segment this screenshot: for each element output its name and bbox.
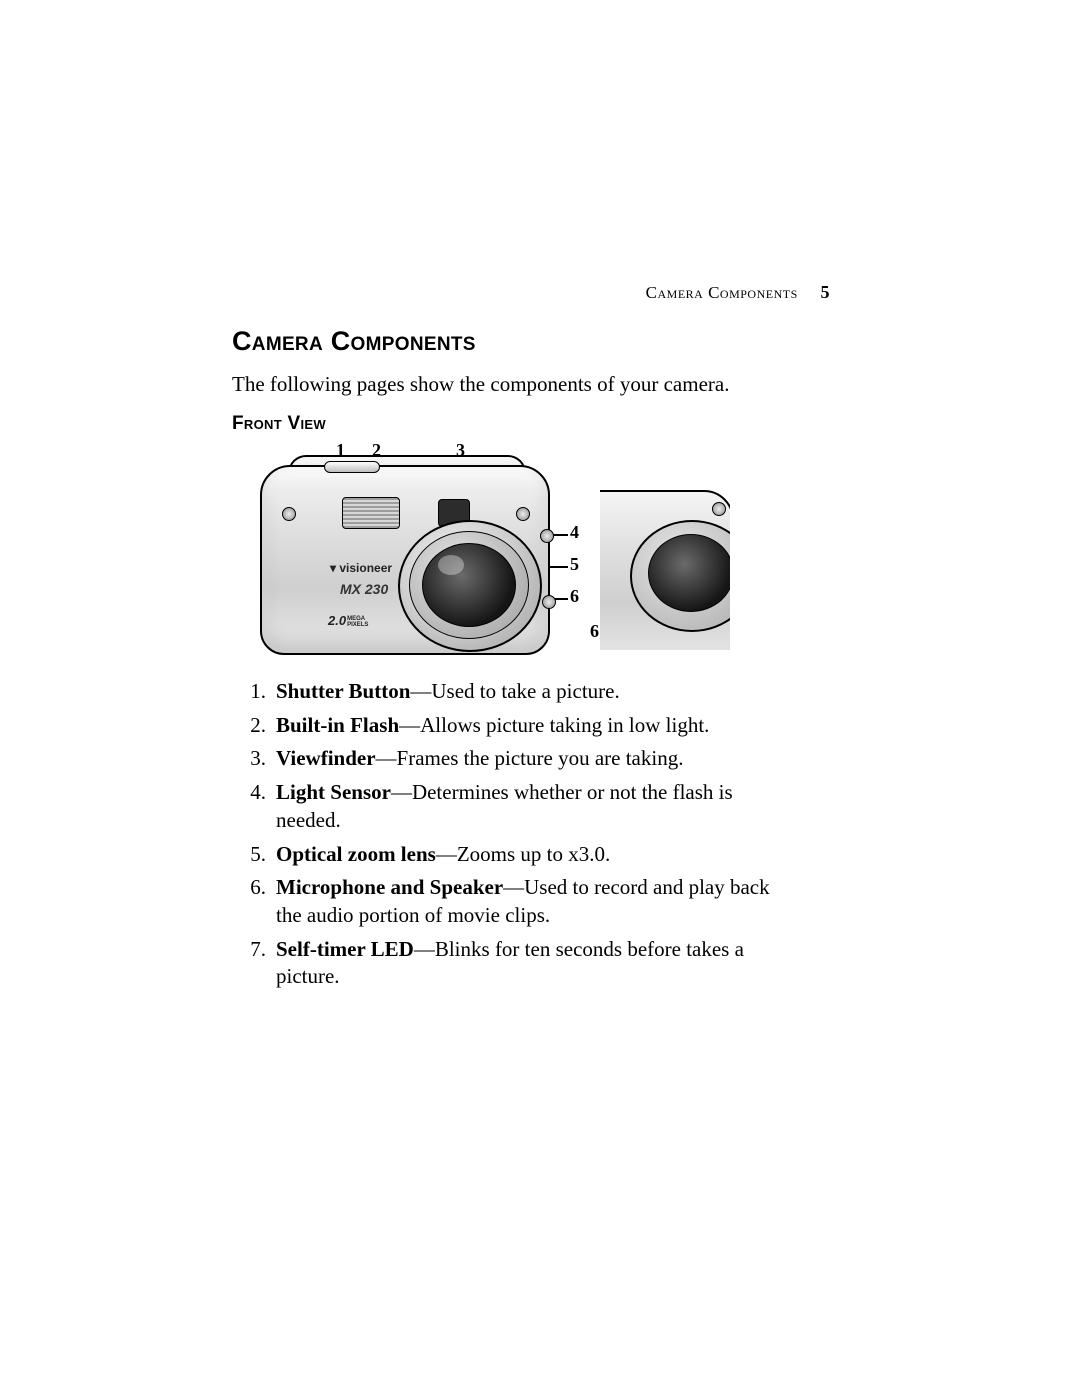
camera-brand-text: ▾ visioneer xyxy=(330,561,392,575)
partial-light-sensor xyxy=(712,502,726,516)
running-header: Camera Components 5 xyxy=(646,282,830,303)
list-item: 3. Viewfinder—Frames the picture you are… xyxy=(232,745,792,773)
list-body: Shutter Button—Used to take a picture. xyxy=(276,678,792,706)
callout-6b-label: 6 xyxy=(590,621,599,642)
list-number: 6. xyxy=(232,874,276,929)
camera-model-text: MX 230 xyxy=(340,581,388,597)
strap-lug-left xyxy=(282,507,296,521)
list-desc: —Frames the picture you are taking. xyxy=(376,746,684,770)
camera-partial-illustration xyxy=(600,490,730,650)
list-number: 5. xyxy=(232,841,276,869)
camera-megapixels-text: 2.0MEGAPIXELS xyxy=(328,613,368,628)
document-page: Camera Components 5 Camera Components Th… xyxy=(0,0,1080,1397)
list-number: 7. xyxy=(232,936,276,991)
list-body: Microphone and Speaker—Used to record an… xyxy=(276,874,792,929)
list-number: 3. xyxy=(232,745,276,773)
list-term: Optical zoom lens xyxy=(276,842,436,866)
callout-4-label: 4 xyxy=(570,522,579,543)
section-heading: Camera Components xyxy=(232,326,476,357)
list-term: Microphone and Speaker xyxy=(276,875,503,899)
microphone-shape xyxy=(542,595,556,609)
callout-6-label: 6 xyxy=(570,586,579,607)
camera-illustration: ▾ visioneer MX 230 2.0MEGAPIXELS xyxy=(260,465,550,655)
list-number: 1. xyxy=(232,678,276,706)
list-term: Viewfinder xyxy=(276,746,376,770)
list-body: Viewfinder—Frames the picture you are ta… xyxy=(276,745,792,773)
callout-5-label: 5 xyxy=(570,554,579,575)
flash-shape xyxy=(342,497,400,529)
list-body: Self-timer LED—Blinks for ten seconds be… xyxy=(276,936,792,991)
lens-reflection xyxy=(438,555,464,575)
list-item: 5. Optical zoom lens—Zooms up to x3.0. xyxy=(232,841,792,869)
camera-figure: 1 2 3 4 5 6 7 6 xyxy=(260,440,730,670)
list-desc: —Zooms up to x3.0. xyxy=(436,842,610,866)
list-term: Built-in Flash xyxy=(276,713,399,737)
partial-lens-glass xyxy=(648,534,730,612)
list-term: Shutter Button xyxy=(276,679,410,703)
strap-lug-right xyxy=(516,507,530,521)
list-body: Built-in Flash—Allows picture taking in … xyxy=(276,712,792,740)
list-item: 4. Light Sensor—Determines whether or no… xyxy=(232,779,792,834)
section-subheading: Front View xyxy=(232,413,326,435)
list-item: 7. Self-timer LED—Blinks for ten seconds… xyxy=(232,936,792,991)
list-desc: —Allows picture taking in low light. xyxy=(399,713,709,737)
shutter-button-shape xyxy=(324,461,380,473)
list-body: Optical zoom lens—Zooms up to x3.0. xyxy=(276,841,792,869)
running-head-text: Camera Components xyxy=(646,283,798,302)
list-body: Light Sensor—Determines whether or not t… xyxy=(276,779,792,834)
component-list: 1. Shutter Button—Used to take a picture… xyxy=(232,678,792,997)
list-term: Light Sensor xyxy=(276,780,391,804)
light-sensor-shape xyxy=(540,529,554,543)
list-number: 2. xyxy=(232,712,276,740)
list-item: 1. Shutter Button—Used to take a picture… xyxy=(232,678,792,706)
list-desc: —Used to take a picture. xyxy=(410,679,619,703)
list-item: 2. Built-in Flash—Allows picture taking … xyxy=(232,712,792,740)
list-number: 4. xyxy=(232,779,276,834)
list-term: Self-timer LED xyxy=(276,937,414,961)
list-item: 6. Microphone and Speaker—Used to record… xyxy=(232,874,792,929)
lens-glass xyxy=(422,543,516,627)
page-number: 5 xyxy=(821,282,831,302)
intro-paragraph: The following pages show the components … xyxy=(232,372,729,397)
